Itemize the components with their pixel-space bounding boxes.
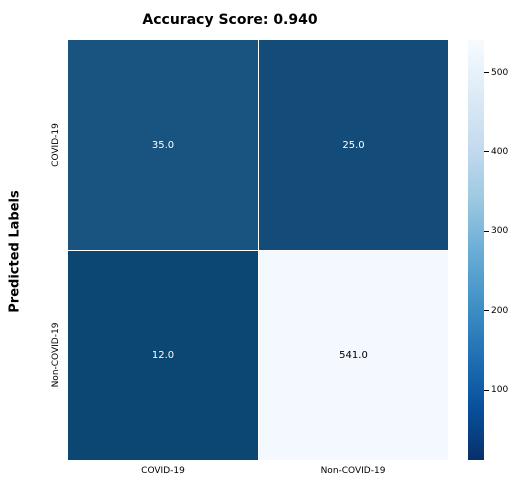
colorbar: 100200300400500: [468, 40, 484, 460]
colorbar-tick-label: 100: [491, 385, 508, 395]
colorbar-tick-label: 500: [491, 68, 508, 78]
chart-container: Accuracy Score: 0.940 Predicted Labels 3…: [0, 0, 527, 503]
heatmap-cell: 35.0: [68, 40, 258, 250]
heatmap-cell-value: 12.0: [152, 350, 174, 361]
colorbar-tick-label: 400: [491, 147, 508, 157]
y-axis-label: Predicted Labels: [6, 0, 24, 503]
colorbar-tick: 500: [484, 68, 508, 78]
colorbar-tick: 400: [484, 147, 508, 157]
y-tick-label: Non-COVID-19: [51, 323, 61, 388]
heatmap-cell: 12.0: [68, 250, 258, 460]
colorbar-tick-mark: [484, 310, 489, 311]
heatmap-cell-value: 35.0: [152, 140, 174, 151]
heatmap-cell: 25.0: [258, 40, 448, 250]
x-tick-label: Non-COVID-19: [321, 466, 386, 476]
colorbar-tick: 300: [484, 226, 508, 236]
chart-title: Accuracy Score: 0.940: [0, 12, 460, 28]
x-tick-label: COVID-19: [141, 466, 185, 476]
colorbar-tick: 100: [484, 385, 508, 395]
colorbar-tick-mark: [484, 72, 489, 73]
heatmap-cell-value: 541.0: [339, 350, 368, 361]
y-axis-label-text: Predicted Labels: [8, 190, 23, 312]
colorbar-tick-mark: [484, 151, 489, 152]
confusion-matrix-heatmap: 35.0 25.0 12.0 541.0: [68, 40, 448, 460]
heatmap-cell: 541.0: [258, 250, 448, 460]
colorbar-tick: 200: [484, 306, 508, 316]
heatmap-cell-value: 25.0: [342, 140, 364, 151]
colorbar-gradient: [468, 40, 484, 460]
y-tick-label: COVID-19: [51, 123, 61, 167]
colorbar-tick-label: 200: [491, 306, 508, 316]
colorbar-tick-mark: [484, 390, 489, 391]
colorbar-tick-mark: [484, 231, 489, 232]
colorbar-tick-label: 300: [491, 226, 508, 236]
